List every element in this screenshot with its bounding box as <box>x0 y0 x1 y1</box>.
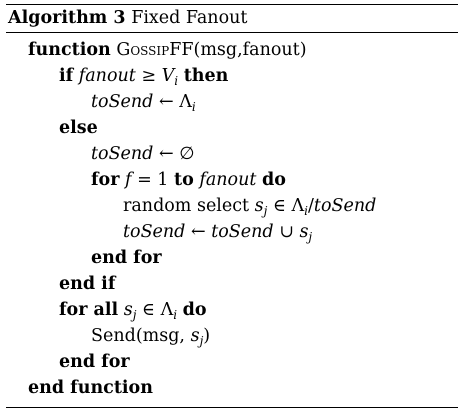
line-end-for-outer: end for <box>6 349 458 375</box>
op-equals-one: = 1 <box>137 170 169 190</box>
line-function: function GossipFF(msg,fanout) <box>6 37 458 63</box>
var-tosend: toSend <box>123 222 186 242</box>
op-assign: ← <box>158 92 174 112</box>
keyword-function: function <box>28 40 111 60</box>
subscript-i: i <box>191 100 196 114</box>
line-end-if: end if <box>6 271 458 297</box>
procedure-args: (msg,fanout) <box>193 40 307 60</box>
caption-rule <box>6 32 458 33</box>
op-geq: ≥ <box>141 66 157 86</box>
line-assign-empty: toSend ← ∅ <box>6 141 458 167</box>
var-tosend: toSend <box>313 196 377 216</box>
var-tosend: toSend <box>91 144 154 164</box>
var-s: s <box>254 196 264 216</box>
caption-label: Algorithm 3 <box>8 8 126 28</box>
var-s: s <box>299 222 309 242</box>
subscript-i: i <box>174 74 179 88</box>
keyword-do: do <box>182 300 207 320</box>
subscript-i: i <box>304 204 308 218</box>
line-end-for-inner: end for <box>6 245 458 271</box>
var-lambda: Λ <box>160 300 174 320</box>
algorithm-body: function GossipFF(msg,fanout) if fanout … <box>6 33 458 407</box>
line-random-select: random select sj ∈ Λi/toSend <box>6 193 458 219</box>
var-tosend: toSend <box>211 222 274 242</box>
op-slash: / <box>308 196 314 216</box>
caption-title: Fixed Fanout <box>131 8 248 28</box>
subscript-j: j <box>132 308 137 322</box>
line-send: Send(msg, sj) <box>6 323 458 349</box>
line-else: else <box>6 115 458 141</box>
empty-set: ∅ <box>179 144 195 164</box>
subscript-j: j <box>199 334 204 348</box>
line-assign-tosend: toSend ← Λi <box>6 89 458 115</box>
var-f: f <box>125 170 132 190</box>
line-for: for f = 1 to fanout do <box>6 167 458 193</box>
subscript-i: i <box>173 308 178 322</box>
keyword-end-for: end for <box>91 248 162 268</box>
keyword-for: for <box>91 170 120 190</box>
algorithm-caption: Algorithm 3 Fixed Fanout <box>6 5 458 32</box>
random-select-text: random select <box>123 196 250 216</box>
keyword-else: else <box>59 118 98 138</box>
line-if: if fanout ≥ Vi then <box>6 63 458 89</box>
subscript-j: j <box>263 204 268 218</box>
keyword-if: if <box>59 66 74 86</box>
var-tosend: toSend <box>91 92 154 112</box>
op-union: ∪ <box>279 222 294 242</box>
subscript-j: j <box>308 230 313 244</box>
var-s: s <box>190 326 200 346</box>
line-for-all: for all sj ∈ Λi do <box>6 297 458 323</box>
keyword-end-function: end function <box>28 378 153 398</box>
line-end-function: end function <box>6 375 458 401</box>
op-assign: ← <box>158 144 174 164</box>
procedure-name: GossipFF <box>116 40 194 60</box>
op-in: ∈ <box>142 300 155 320</box>
keyword-end-if: end if <box>59 274 116 294</box>
op-assign: ← <box>190 222 206 242</box>
line-union: toSend ← toSend ∪ sj <box>6 219 458 245</box>
var-lambda: Λ <box>291 196 305 216</box>
var-s: s <box>123 300 133 320</box>
close-paren: ) <box>203 326 211 346</box>
keyword-do: do <box>261 170 286 190</box>
op-in: ∈ <box>272 196 286 216</box>
var-lambda: Λ <box>179 92 192 112</box>
keyword-then: then <box>183 66 229 86</box>
send-call: Send(msg, <box>91 326 185 346</box>
var-v: V <box>161 66 175 86</box>
keyword-for-all: for all <box>59 300 119 320</box>
var-fanout: fanout <box>78 66 136 86</box>
keyword-end-for: end for <box>59 352 130 372</box>
algorithm-block: Algorithm 3 Fixed Fanout function Gossip… <box>6 4 458 408</box>
keyword-to: to <box>174 170 194 190</box>
var-fanout: fanout <box>199 170 257 190</box>
top-rule <box>6 4 458 5</box>
